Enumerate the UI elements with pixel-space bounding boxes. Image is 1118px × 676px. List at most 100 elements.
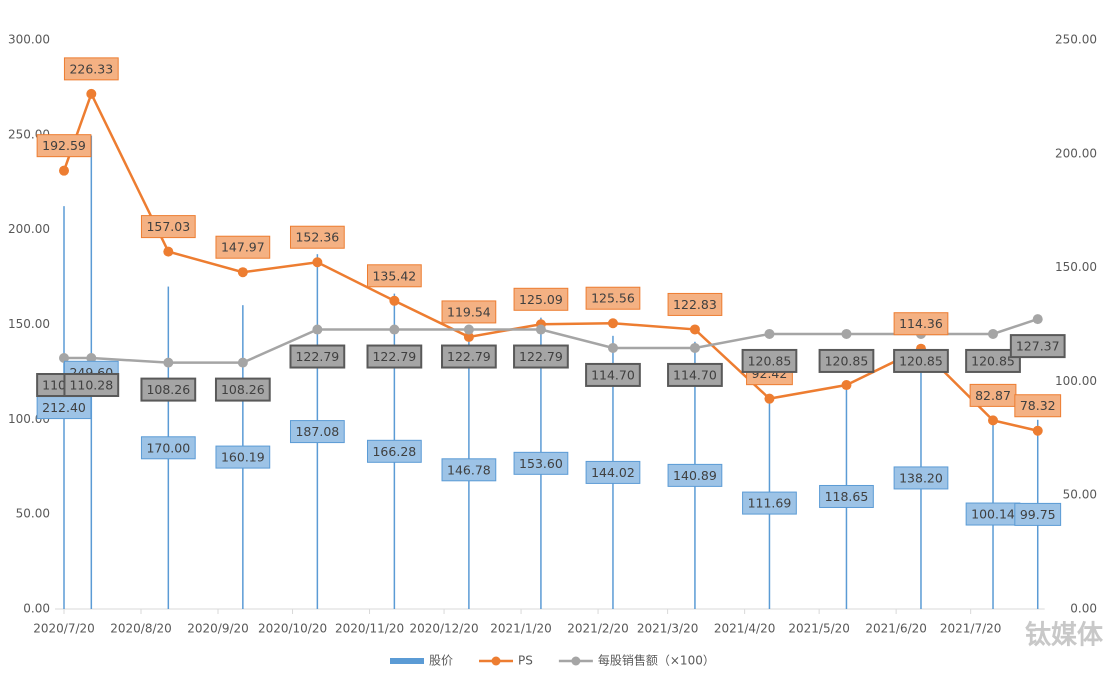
data-label: 122.79 <box>289 344 346 369</box>
y2-tick-label: 150.00 <box>1055 260 1097 274</box>
data-label: 118.65 <box>819 484 874 508</box>
data-label: 187.08 <box>289 420 345 444</box>
data-label: 122.79 <box>513 344 569 369</box>
point <box>841 328 852 339</box>
data-label-box <box>441 458 497 482</box>
legend-swatch <box>390 658 424 664</box>
data-label-text: 111.69 <box>748 496 792 511</box>
data-label: 146.78 <box>441 458 497 482</box>
point <box>535 324 546 335</box>
data-label-text: 122.79 <box>519 349 563 364</box>
point <box>463 324 474 335</box>
data-label-box <box>893 466 949 490</box>
point <box>988 415 999 426</box>
data-label-text: 140.89 <box>673 468 717 483</box>
data-label-text: 122.79 <box>447 349 491 364</box>
data-label-box <box>513 287 569 311</box>
data-label-text: 212.40 <box>42 400 86 415</box>
point <box>1032 425 1043 436</box>
data-label-box <box>289 344 346 369</box>
data-label: 120.85 <box>818 348 875 373</box>
data-label-box <box>965 348 1021 373</box>
data-label-text: 114.36 <box>899 316 943 331</box>
data-label-text: 147.97 <box>221 240 265 255</box>
legend-label: 股价 <box>429 654 453 668</box>
data-label-box <box>140 377 197 402</box>
point <box>237 267 248 278</box>
data-label-text: 108.26 <box>146 382 190 397</box>
point <box>841 380 852 391</box>
x-tick-label: 2020/8/20 <box>110 622 172 636</box>
point <box>389 324 400 335</box>
data-label: 120.85 <box>965 348 1021 373</box>
data-label: 157.03 <box>140 215 196 239</box>
data-label-text: 226.33 <box>69 61 113 76</box>
point <box>389 295 400 306</box>
point <box>312 257 323 268</box>
point <box>1032 314 1043 325</box>
data-label-text: 187.08 <box>295 424 339 439</box>
data-label: 144.02 <box>585 460 641 484</box>
data-label: 110.28 <box>63 373 120 398</box>
data-label: 147.97 <box>215 235 271 259</box>
data-label-text: 125.56 <box>591 291 635 306</box>
data-label-text: 170.00 <box>146 440 190 455</box>
data-label-text: 153.60 <box>519 456 563 471</box>
y2-tick-label: 250.00 <box>1055 33 1097 47</box>
data-label: 192.59 <box>36 134 92 158</box>
data-label: 120.85 <box>893 348 949 373</box>
data-label-text: 120.85 <box>899 353 943 368</box>
data-label: 108.26 <box>140 377 197 402</box>
data-label-box <box>289 420 345 444</box>
data-label-box <box>818 348 875 373</box>
data-label-text: 114.70 <box>591 367 635 382</box>
data-label: 125.56 <box>585 286 641 310</box>
data-label-box <box>513 344 569 369</box>
data-label: 226.33 <box>63 57 119 81</box>
data-label-box <box>289 225 345 249</box>
point <box>988 328 999 339</box>
data-label-box <box>366 439 422 463</box>
y-tick-label: 150.00 <box>8 317 50 331</box>
data-label-text: 160.19 <box>221 450 265 465</box>
data-label-box <box>140 215 196 239</box>
x-tick-label: 2021/6/20 <box>865 622 927 636</box>
point <box>463 331 474 342</box>
data-label-text: 157.03 <box>146 219 190 234</box>
y-tick-label: 300.00 <box>8 33 50 47</box>
point <box>764 393 775 404</box>
data-label-box <box>667 362 723 387</box>
point <box>86 353 97 364</box>
data-label: 160.19 <box>215 445 271 469</box>
data-label-text: 127.37 <box>1016 339 1060 354</box>
data-label: 135.42 <box>366 264 422 288</box>
data-label-text: 152.36 <box>295 230 339 245</box>
data-label-text: 119.54 <box>447 304 491 319</box>
x-tick-label: 2021/3/20 <box>637 622 699 636</box>
data-label-box <box>140 436 196 460</box>
data-label-box <box>215 235 271 259</box>
data-label-box <box>1009 334 1066 359</box>
data-label-text: 118.65 <box>825 489 869 504</box>
data-label: 212.40 <box>36 396 92 420</box>
point <box>86 88 97 99</box>
data-label: 122.79 <box>441 344 497 369</box>
point <box>689 342 700 353</box>
data-label: 100.14 <box>965 502 1021 526</box>
data-label-text: 99.75 <box>1020 507 1056 522</box>
data-label: 114.70 <box>585 362 641 387</box>
data-label-box <box>893 348 949 373</box>
data-label: 114.70 <box>667 362 723 387</box>
point <box>764 328 775 339</box>
data-label: 170.00 <box>140 436 196 460</box>
data-label-box <box>441 300 497 324</box>
y-tick-label: 0.00 <box>23 602 50 616</box>
data-label-box <box>441 344 497 369</box>
x-tick-label: 2021/5/20 <box>788 622 850 636</box>
data-label-text: 122.79 <box>295 349 339 364</box>
data-label-box <box>214 377 271 402</box>
data-label-text: 192.59 <box>42 138 86 153</box>
data-label-text: 120.85 <box>748 353 792 368</box>
data-label: 127.37 <box>1009 334 1066 359</box>
